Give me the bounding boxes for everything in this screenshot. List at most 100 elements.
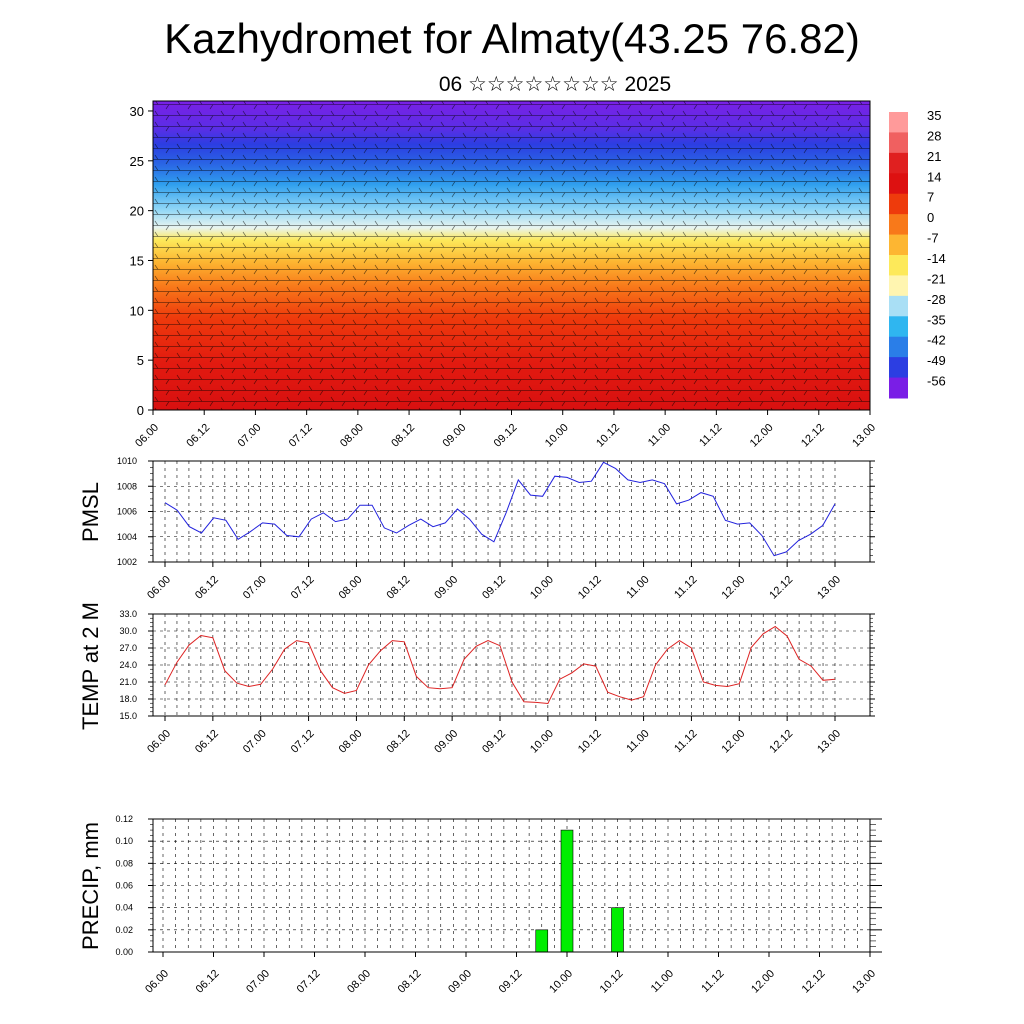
ytick-label: 1010 [117, 456, 137, 466]
ytick-label: 1006 [117, 507, 137, 517]
section-ytick-label: 20 [130, 204, 144, 219]
temp-series-line [164, 625, 836, 705]
colorbar-label: -7 [927, 231, 939, 246]
colorbar-swatch [889, 295, 908, 317]
section-xtick-label: 11.00 [646, 422, 673, 449]
pmsl-xtick-label: 12.12 [767, 574, 795, 602]
pmsl-xtick-label: 06.12 [193, 574, 221, 602]
colorbar-label: 21 [927, 149, 941, 164]
ytick-label: 0.10 [115, 836, 133, 846]
temp-xtick-label: 09.00 [432, 728, 460, 756]
ytick-label: 27.0 [119, 643, 137, 653]
colorbar-label: -42 [927, 333, 946, 348]
temp-xtick-label: 12.12 [767, 728, 795, 756]
precip-xtick-label: 08.00 [345, 968, 373, 996]
section-ytick-label: 5 [137, 353, 144, 368]
precip-xtick-label: 11.12 [699, 968, 726, 995]
precip-xtick-label: 13.00 [850, 968, 878, 996]
colorbar-swatch [889, 152, 908, 174]
precip-bar [560, 829, 574, 953]
ytick-label: 0.12 [115, 814, 133, 824]
temp-xtick-label: 09.12 [480, 728, 508, 756]
colorbar-label: 7 [927, 190, 934, 205]
colorbar-label: -56 [927, 374, 946, 389]
pmsl-xtick-label: 12.00 [719, 574, 747, 602]
page-subtitle: 06 ☆☆☆☆☆☆☆☆ 2025 [438, 73, 672, 96]
colorbar-label: -28 [927, 292, 946, 307]
precip-bar [535, 929, 549, 953]
ytick-label: 0.02 [115, 925, 133, 935]
colorbar-swatch [889, 316, 908, 338]
pmsl-series-line [164, 461, 836, 557]
section-ytick-label: 25 [130, 154, 144, 169]
pmsl-xtick-label: 08.12 [384, 574, 412, 602]
colorbar-swatch [889, 112, 908, 133]
precip-xtick-label: 06.12 [194, 968, 222, 996]
section-ytick-label: 30 [130, 104, 144, 119]
temp-xtick-label: 08.00 [337, 728, 365, 756]
section-xtick-label: 12.12 [799, 422, 827, 450]
precip-xtick-label: 07.12 [295, 968, 323, 996]
pmsl-xtick-label: 08.00 [337, 574, 365, 602]
colorbar-swatch [889, 357, 908, 379]
colorbar-swatch [889, 234, 908, 256]
pmsl-panel: 1002 1004 1006 1008 1010 06.00 06.12 07.00 07.12… [78, 456, 875, 602]
pmsl-xtick-label: 09.12 [480, 574, 508, 602]
page-title: Kazhydromet for Almaty(43.25 76.82) [164, 15, 860, 62]
pmsl-xtick-label: 07.12 [289, 574, 317, 602]
ytick-label: 15.0 [119, 711, 137, 721]
precip-xtick-label: 07.00 [244, 968, 272, 996]
section-xtick-label: 08.00 [338, 422, 366, 450]
precip-xtick-label: 06.00 [143, 968, 171, 996]
ytick-label: 0.08 [115, 858, 133, 868]
section-xtick-label: 09.00 [440, 422, 468, 450]
ytick-label: 21.0 [119, 677, 137, 687]
section-xtick-label: 10.00 [543, 422, 571, 450]
colorbar-swatch [889, 132, 908, 154]
precip-xtick-label: 12.12 [800, 968, 828, 996]
ytick-label: 1008 [117, 481, 137, 491]
section-xtick-label: 06.12 [184, 422, 212, 450]
precip-xtick-label: 12.00 [749, 968, 777, 996]
colorbar-label: -21 [927, 271, 946, 286]
ytick-label: 0.06 [115, 881, 133, 891]
section-xtick-label: 07.00 [236, 422, 264, 450]
ytick-label: 1004 [117, 532, 137, 542]
temp-xtick-label: 06.00 [145, 728, 173, 756]
section-xtick-label: 09.12 [492, 422, 520, 450]
colorbar-label: -35 [927, 312, 946, 327]
section-xtick-label: 12.00 [748, 422, 776, 450]
ytick-label: 30.0 [119, 626, 137, 636]
colorbar-label: -14 [927, 251, 946, 266]
section-ytick-label: 15 [130, 253, 144, 268]
precip-xtick-label: 11.00 [649, 968, 676, 995]
precip-xtick-label: 10.00 [547, 968, 575, 996]
ytick-label: 1002 [117, 557, 137, 567]
colorbar-swatch [889, 173, 908, 195]
colorbar-swatch [889, 377, 908, 399]
temp-xtick-label: 11.00 [624, 728, 651, 755]
pmsl-xtick-label: 11.12 [672, 574, 699, 601]
temp-xtick-label: 13.00 [815, 728, 843, 756]
colorbar-swatch [889, 214, 908, 236]
pmsl-xtick-label: 06.00 [145, 574, 173, 602]
precip-xtick-label: 08.12 [396, 968, 424, 996]
section-ytick-label: 10 [130, 303, 144, 318]
wind-barbs [153, 101, 870, 410]
ytick-label: 0.00 [115, 947, 133, 957]
temp-xtick-label: 12.00 [719, 728, 747, 756]
colorbar-label: 0 [927, 210, 934, 225]
temp-xtick-label: 10.12 [576, 728, 604, 756]
precip-bar [611, 907, 624, 953]
ytick-label: 0.04 [115, 903, 133, 913]
pmsl-ylabel: PMSL [78, 482, 103, 542]
colorbar-label: 28 [927, 128, 941, 143]
pmsl-xtick-label: 07.00 [241, 574, 269, 602]
section-xtick-label: 10.12 [594, 422, 622, 450]
colorbar-label: 35 [927, 108, 941, 123]
pmsl-xtick-label: 13.00 [815, 574, 843, 602]
temp-xtick-label: 07.00 [241, 728, 269, 756]
temp-xtick-label: 07.12 [289, 728, 317, 756]
colorbar-swatch [889, 336, 908, 358]
